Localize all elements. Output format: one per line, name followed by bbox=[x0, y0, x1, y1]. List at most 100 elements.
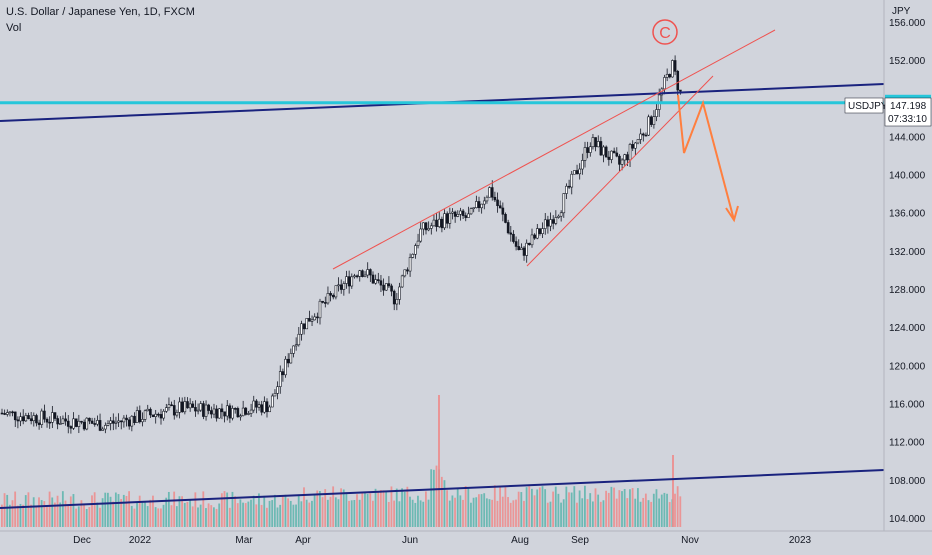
volume-bar bbox=[557, 493, 560, 527]
candle-body bbox=[196, 409, 200, 412]
volume-bar bbox=[48, 491, 51, 527]
candle-body bbox=[104, 425, 107, 430]
candle-body bbox=[6, 412, 9, 415]
last-price-badge bbox=[884, 97, 932, 127]
volume-bar bbox=[91, 495, 93, 527]
volume-bar bbox=[205, 508, 207, 527]
volume-bar bbox=[112, 501, 115, 527]
candle-body bbox=[636, 139, 640, 144]
candle-body bbox=[223, 411, 226, 417]
candle-body bbox=[247, 413, 250, 415]
volume-bar bbox=[345, 492, 348, 527]
volume-bar bbox=[411, 499, 414, 527]
candle-body bbox=[588, 146, 592, 153]
volume-bar bbox=[589, 493, 592, 527]
candle-body bbox=[106, 423, 110, 426]
candle-body bbox=[21, 416, 25, 422]
candle-body bbox=[509, 232, 513, 235]
candle-body bbox=[363, 274, 367, 277]
candle-body bbox=[27, 415, 30, 420]
volume-bar bbox=[573, 486, 576, 527]
volume-bar bbox=[581, 498, 584, 527]
volume-bar bbox=[149, 499, 152, 527]
candle-body bbox=[297, 333, 301, 346]
candle-body bbox=[170, 404, 173, 407]
volume-bar bbox=[536, 489, 539, 527]
time-tick-label: Sep bbox=[571, 535, 589, 546]
volume-bar bbox=[483, 493, 486, 527]
price-tick-label: 120.000 bbox=[889, 361, 926, 372]
volume-bar bbox=[348, 500, 350, 527]
volume-bar bbox=[552, 491, 554, 527]
candle-body bbox=[541, 228, 544, 234]
volume-bar bbox=[38, 497, 40, 527]
candle-body bbox=[655, 109, 658, 117]
volume-bar bbox=[515, 499, 517, 527]
volume-bar bbox=[329, 496, 332, 527]
candle-body bbox=[382, 284, 385, 291]
volume-bar bbox=[152, 495, 154, 527]
volume-bar bbox=[61, 491, 64, 527]
candle-body bbox=[570, 173, 574, 188]
candle-body bbox=[154, 413, 157, 417]
candle-body bbox=[112, 420, 115, 424]
volume-bar bbox=[475, 497, 478, 527]
candle-body bbox=[167, 404, 171, 408]
candle-body bbox=[180, 401, 184, 413]
candle-body bbox=[498, 205, 502, 209]
volume-bar bbox=[72, 494, 75, 527]
volume-bar bbox=[523, 500, 525, 527]
volume-bar bbox=[560, 502, 562, 527]
candle-body bbox=[435, 219, 438, 227]
candle-body bbox=[286, 358, 290, 364]
time-tick-label: Apr bbox=[295, 535, 311, 546]
volume-bar bbox=[464, 486, 467, 527]
volume-bar bbox=[496, 500, 499, 527]
volume-bar bbox=[141, 501, 144, 527]
candle-body bbox=[326, 293, 330, 304]
volume-bar bbox=[549, 501, 552, 527]
volume-bar bbox=[528, 486, 531, 527]
candle-body bbox=[339, 284, 343, 290]
candle-body bbox=[151, 414, 155, 417]
volume-bar bbox=[387, 501, 390, 527]
candle-body bbox=[422, 222, 425, 230]
candle-body bbox=[281, 371, 285, 376]
volume-bar bbox=[626, 498, 629, 527]
candle-body bbox=[665, 74, 669, 78]
candle-body bbox=[0, 412, 4, 415]
wave-label: C bbox=[659, 25, 671, 42]
candle-body bbox=[53, 412, 57, 419]
candle-body bbox=[535, 228, 539, 239]
volume-bar bbox=[128, 491, 130, 527]
volume-bar bbox=[660, 494, 663, 527]
volume-bar bbox=[382, 490, 385, 527]
volume-bar bbox=[499, 487, 501, 527]
volume-bar bbox=[311, 500, 313, 527]
price-tick-label: 124.000 bbox=[889, 323, 926, 334]
candle-body bbox=[475, 201, 478, 208]
candle-body bbox=[342, 283, 346, 290]
volume-bar bbox=[35, 507, 38, 527]
volume-bar bbox=[271, 500, 274, 527]
volume-bar bbox=[520, 492, 523, 527]
candle-body bbox=[29, 418, 33, 422]
candle-body bbox=[191, 403, 195, 408]
volume-bar bbox=[512, 500, 515, 527]
volume-bar bbox=[157, 508, 160, 527]
time-tick-label: Dec bbox=[73, 535, 91, 546]
volume-trendline bbox=[0, 469, 885, 509]
volume-bar bbox=[676, 486, 679, 527]
volume-bar bbox=[546, 502, 549, 527]
volume-bar bbox=[666, 493, 668, 527]
volume-bar bbox=[194, 492, 197, 527]
candle-body bbox=[64, 418, 67, 422]
candle-body bbox=[461, 210, 465, 216]
volume-bar bbox=[199, 504, 202, 527]
time-tick-label: 2022 bbox=[129, 535, 152, 546]
candle-body bbox=[236, 408, 240, 418]
candle-body bbox=[69, 426, 73, 429]
volume-bar bbox=[244, 503, 247, 527]
